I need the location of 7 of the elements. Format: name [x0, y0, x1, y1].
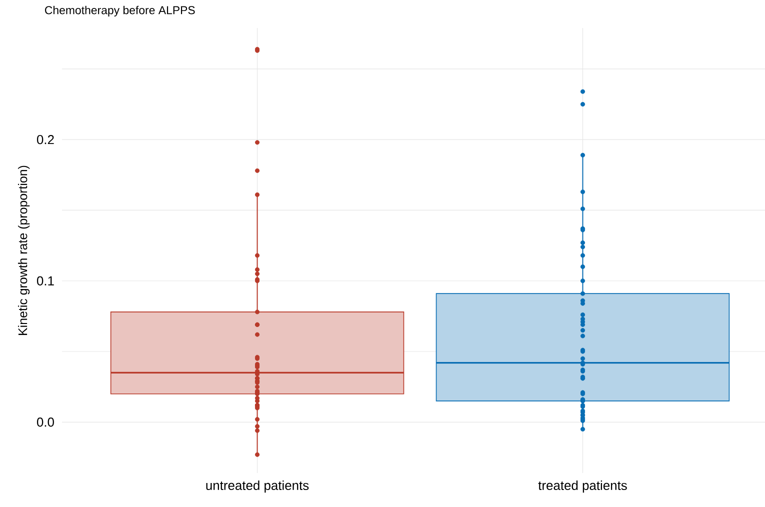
y-tick-label: 0.0	[36, 418, 54, 427]
x-tick-label: treated patients	[538, 480, 627, 493]
y-axis-title: Kinetic growth rate (proportion)	[18, 166, 30, 335]
y-tick-label: 0.2	[36, 135, 54, 144]
x-tick-label: untreated patients	[206, 480, 309, 493]
y-tick-label: 0.1	[36, 276, 54, 286]
chart-title: Chemotherapy before ALPPS	[45, 6, 195, 16]
